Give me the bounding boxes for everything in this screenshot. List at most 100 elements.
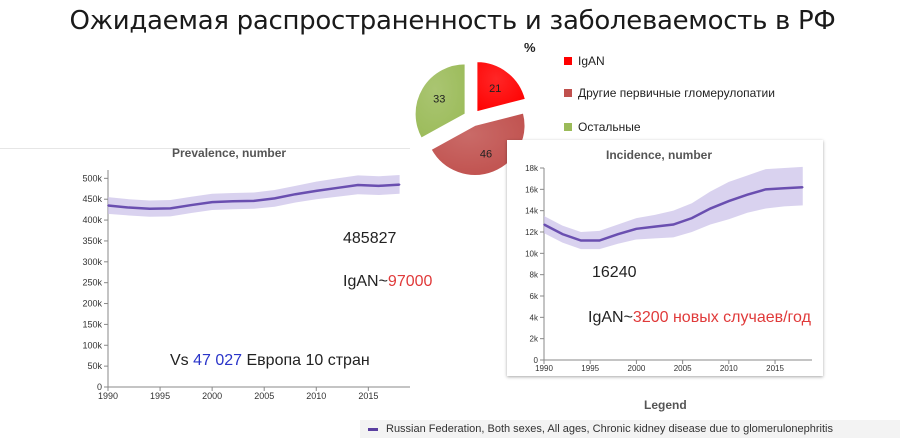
y-tick-label-2: 4k — [530, 313, 539, 322]
series-legend-label: Russian Federation, Both sexes, All ages… — [386, 423, 833, 435]
vs-value: 47 027 — [193, 352, 243, 369]
data-point-1 — [561, 233, 564, 235]
pie-legend-igan: IgAN — [564, 54, 605, 68]
data-point-4 — [190, 204, 193, 206]
incidence-igan-estimate: IgAN~3200 новых случаев/год — [588, 309, 811, 327]
pie-slice-label-1: 46 — [480, 148, 492, 160]
pie-legend-other-glomerulopathies: Другие первичные гломерулопатии — [564, 86, 775, 100]
y-tick-label-6: 12k — [525, 228, 539, 237]
x-tick-label-0: 1990 — [535, 364, 553, 373]
y-tick-label-0: 0 — [534, 356, 539, 365]
y-tick-label-5: 250k — [82, 278, 102, 288]
data-point-5 — [211, 201, 213, 203]
data-point-2 — [580, 239, 582, 242]
data-point-9 — [294, 193, 297, 196]
series-legend[interactable]: Russian Federation, Both sexes, All ages… — [360, 420, 900, 438]
y-tick-label-8: 400k — [82, 215, 102, 225]
incidence-chart-title: Incidence, number — [606, 148, 713, 162]
pie-slice-2 — [414, 63, 466, 139]
data-point-3 — [598, 239, 601, 242]
y-tick-label-4: 8k — [530, 271, 539, 280]
data-point-12 — [357, 184, 359, 186]
y-tick-label-1: 2k — [530, 335, 539, 344]
legend-label-igan: IgAN — [578, 54, 605, 68]
data-point-1 — [128, 206, 130, 209]
y-tick-label-4: 200k — [82, 299, 102, 309]
prevalence-igan-value: 97000 — [387, 273, 433, 290]
data-point-12 — [764, 188, 767, 191]
data-point-6 — [232, 200, 234, 203]
y-tick-label-10: 500k — [82, 173, 102, 183]
x-tick-label-1: 1995 — [150, 391, 170, 401]
legend-label-rest: Остальные — [578, 120, 641, 134]
data-point-14 — [398, 183, 401, 186]
x-tick-label-0: 1990 — [98, 391, 118, 401]
x-tick-label-1: 1995 — [581, 364, 599, 373]
data-point-6 — [654, 225, 656, 228]
x-tick-label-5: 2015 — [766, 364, 784, 373]
x-tick-label-5: 2015 — [358, 391, 378, 401]
data-point-8 — [691, 217, 693, 219]
legend-title: Legend — [644, 398, 687, 412]
pie-slice-label-2: 33 — [433, 94, 445, 106]
x-tick-label-2: 2000 — [202, 391, 222, 401]
y-tick-label-3: 6k — [530, 292, 539, 301]
incidence-igan-prefix: IgAN~ — [588, 309, 633, 326]
legend-label-other-glomerulopathies: Другие первичные гломерулопатии — [578, 86, 775, 100]
pie-legend-rest: Остальные — [564, 120, 641, 134]
prevalence-igan-prefix: IgAN~ — [343, 273, 388, 290]
x-tick-label-4: 2010 — [720, 364, 738, 373]
legend-swatch-other-glomerulopathies — [564, 89, 572, 97]
data-point-7 — [672, 223, 675, 226]
series-legend-swatch — [368, 427, 378, 431]
prevalence-value: 485827 — [343, 230, 397, 247]
y-tick-label-7: 14k — [525, 207, 539, 216]
data-point-8 — [273, 197, 276, 200]
prevalence-chart-title: Prevalence, number — [172, 146, 287, 160]
data-point-13 — [783, 187, 786, 190]
incidence-chart: 0 2k 4k 6k 8k 10k 12k 14k 16k 18k 1990 1995 2000 2005… — [525, 164, 812, 373]
page-title: Ожидаемая распространенность и заболевае… — [69, 6, 836, 36]
data-point-3 — [169, 207, 172, 210]
data-point-5 — [635, 228, 638, 230]
prevalence-divider — [0, 148, 410, 149]
incidence-value: 16240 — [592, 264, 637, 281]
uncertainty-band — [544, 166, 803, 250]
y-tick-label-0: 0 — [97, 382, 102, 392]
y-tick-label-1: 50k — [87, 361, 102, 371]
y-tick-label-2: 100k — [82, 340, 102, 350]
europe-comparison: Vs 47 027 Европа 10 стран — [170, 352, 370, 370]
pie-unit-label: % — [524, 40, 536, 55]
data-point-0 — [107, 204, 109, 207]
data-point-9 — [709, 207, 712, 210]
y-tick-label-5: 10k — [525, 249, 539, 258]
vs-suffix: Европа 10 стран — [242, 352, 370, 369]
prevalence-igan-estimate: IgAN~97000 — [343, 273, 432, 291]
y-tick-label-8: 16k — [525, 185, 539, 194]
x-tick-label-2: 2000 — [628, 364, 646, 373]
uncertainty-band — [108, 175, 400, 217]
y-tick-label-9: 450k — [82, 194, 102, 204]
data-point-2 — [148, 208, 151, 210]
y-tick-label-9: 18k — [525, 164, 539, 173]
pie-chart: 21 46 33 — [414, 61, 526, 176]
prevalence-chart: 0 50k 100k 150k 200k 250k 300k 350k 400k 450k 500k… — [82, 170, 410, 401]
legend-swatch-rest — [564, 123, 572, 131]
y-tick-label-3: 150k — [82, 319, 102, 329]
pie-slice-1 — [430, 112, 526, 176]
legend-swatch-igan — [564, 57, 572, 65]
x-tick-label-3: 2005 — [674, 364, 692, 373]
pie-slice-label-0: 21 — [489, 83, 501, 95]
data-point-11 — [746, 193, 749, 196]
data-point-14 — [801, 186, 804, 188]
data-point-10 — [728, 200, 730, 202]
pie-slice-0 — [476, 61, 526, 113]
y-tick-label-6: 300k — [82, 257, 102, 267]
data-point-10 — [315, 190, 318, 192]
data-point-4 — [617, 233, 619, 235]
data-point-13 — [377, 185, 380, 187]
x-tick-label-4: 2010 — [306, 391, 326, 401]
incidence-igan-value: 3200 новых случаев/год — [632, 309, 811, 326]
x-tick-label-3: 2005 — [254, 391, 274, 401]
vs-prefix: Vs — [170, 352, 194, 369]
